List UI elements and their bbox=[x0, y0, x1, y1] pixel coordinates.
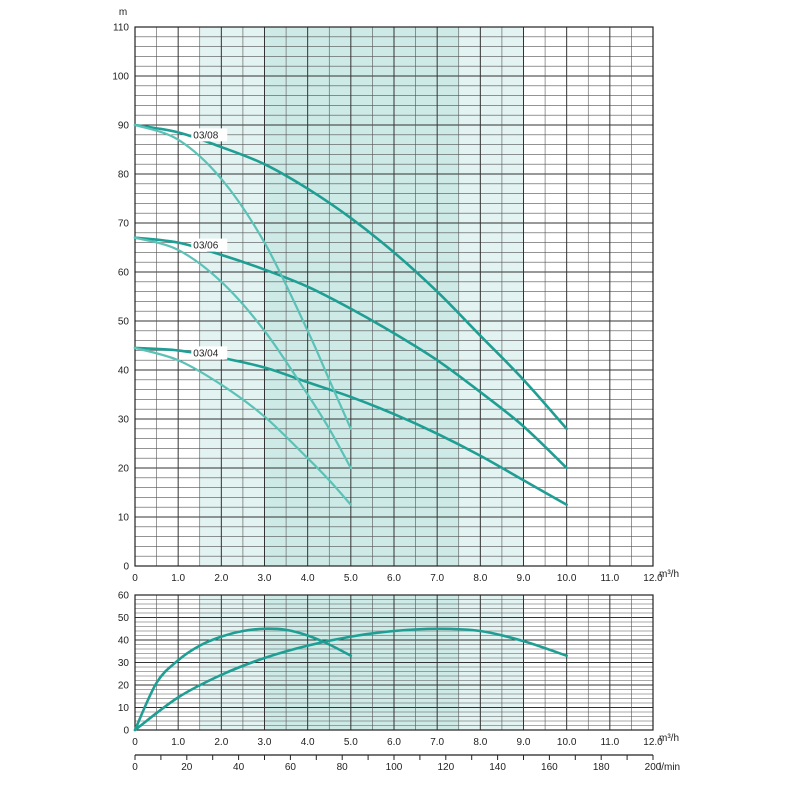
series-group bbox=[133, 627, 568, 732]
series-label-bg bbox=[191, 128, 228, 142]
chart-panel-0: 0 10 20 30 40 50 60 70 80 90 100 110 0 1.0 2.0 3.0 4.0 5.… bbox=[112, 7, 679, 584]
y-tick-label: 90 bbox=[118, 121, 130, 132]
y-tick-label: 10 bbox=[118, 703, 130, 714]
series-line-1-0 bbox=[133, 627, 353, 732]
lmin-tick-label: 120 bbox=[437, 762, 454, 773]
x-tick-label: 11.0 bbox=[600, 573, 619, 584]
y-tick-label: 20 bbox=[118, 464, 130, 475]
x-tick-label: 8.0 bbox=[473, 737, 487, 748]
series-line-0-0 bbox=[133, 123, 568, 431]
x-tick-label: 3.0 bbox=[258, 573, 272, 584]
series-label: 03/06 bbox=[193, 241, 218, 252]
x-unit-label: m³/h bbox=[659, 733, 679, 744]
x-tick-label: 1.0 bbox=[171, 737, 185, 748]
plot-frame bbox=[134, 26, 654, 567]
band-2 bbox=[458, 27, 524, 566]
series-line-1-1 bbox=[133, 627, 568, 732]
y-tick-label: 30 bbox=[118, 415, 130, 426]
x-tick-label: 7.0 bbox=[430, 573, 444, 584]
lmin-unit-label: l/min bbox=[659, 762, 680, 773]
grid bbox=[134, 26, 654, 567]
x-tick-label: 9.0 bbox=[517, 573, 531, 584]
lmin-tick-label: 20 bbox=[181, 762, 193, 773]
y-tick-label: 60 bbox=[118, 268, 130, 279]
x-tick-label: 6.0 bbox=[387, 737, 401, 748]
x-tick-label: 5.0 bbox=[344, 573, 358, 584]
x-tick-label: 6.0 bbox=[387, 573, 401, 584]
x-tick-label: 10.0 bbox=[557, 737, 577, 748]
y-unit-label: m bbox=[119, 7, 127, 18]
series-label: 03/08 bbox=[193, 130, 218, 141]
y-tick-label: 0 bbox=[123, 562, 129, 573]
x-tick-label: 2.0 bbox=[214, 737, 228, 748]
x-unit-label: m³/h bbox=[659, 569, 679, 580]
x-tick-label: 11.0 bbox=[600, 737, 619, 748]
band-1 bbox=[264, 27, 459, 566]
lmin-tick-label: 80 bbox=[337, 762, 349, 773]
y-tick-label: 30 bbox=[118, 658, 130, 669]
plot-frame bbox=[134, 594, 654, 731]
lmin-tick-label: 180 bbox=[593, 762, 610, 773]
lmin-tick-label: 60 bbox=[285, 762, 297, 773]
x-tick-label: 4.0 bbox=[301, 737, 315, 748]
y-tick-label: 50 bbox=[118, 613, 130, 624]
y-tick-label: 40 bbox=[118, 366, 130, 377]
series-line-0-3 bbox=[133, 123, 352, 430]
y-tick-label: 40 bbox=[118, 636, 130, 647]
lmin-tick-label: 40 bbox=[233, 762, 245, 773]
x-tick-label: 10.0 bbox=[557, 573, 577, 584]
x-tick-label: 4.0 bbox=[301, 573, 315, 584]
chart-panel-1: 0 10 20 30 40 50 60 0 1.0 2.0 3.0 4.0 5.0 6.0 7.0 8.0 9.… bbox=[118, 591, 679, 749]
x-tick-label: 0 bbox=[132, 737, 138, 748]
band-0 bbox=[199, 27, 265, 566]
y-tick-label: 20 bbox=[118, 681, 130, 692]
y-tick-label: 10 bbox=[118, 513, 130, 524]
series-group: 03/08 03/06 03/04 bbox=[133, 123, 568, 507]
series-label-bg bbox=[191, 238, 228, 252]
series-label-bg bbox=[191, 346, 228, 360]
x-tick-label: 1.0 bbox=[171, 573, 185, 584]
x-tick-label: 7.0 bbox=[430, 737, 444, 748]
series-label: 03/04 bbox=[193, 348, 218, 359]
y-tick-label: 100 bbox=[112, 72, 129, 83]
x-tick-label: 12.0 bbox=[643, 573, 663, 584]
lmin-tick-label: 200 bbox=[645, 762, 662, 773]
lmin-tick-label: 140 bbox=[489, 762, 506, 773]
lmin-tick-label: 160 bbox=[541, 762, 558, 773]
y-tick-label: 60 bbox=[118, 591, 130, 602]
y-tick-label: 0 bbox=[123, 726, 129, 737]
x-tick-label: 8.0 bbox=[473, 573, 487, 584]
y-tick-label: 80 bbox=[118, 170, 130, 181]
lmin-tick-label: 0 bbox=[132, 762, 138, 773]
x-tick-label: 12.0 bbox=[643, 737, 663, 748]
lmin-tick-label: 100 bbox=[386, 762, 403, 773]
y-tick-label: 70 bbox=[118, 219, 130, 230]
y-tick-label: 50 bbox=[118, 317, 130, 328]
x-tick-label: 0 bbox=[132, 573, 138, 584]
y-tick-label: 110 bbox=[113, 23, 129, 34]
x-tick-label: 5.0 bbox=[344, 737, 358, 748]
series-line-0-4 bbox=[133, 236, 352, 470]
x-tick-label: 3.0 bbox=[258, 737, 272, 748]
x-tick-label: 9.0 bbox=[517, 737, 531, 748]
x-tick-label: 2.0 bbox=[214, 573, 228, 584]
series-line-0-5 bbox=[133, 346, 352, 506]
